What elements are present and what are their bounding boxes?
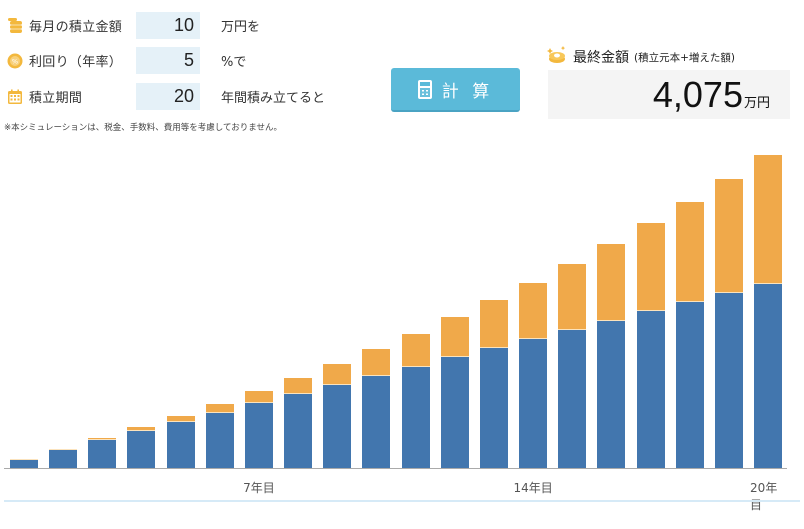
bar-gain-segment: [362, 348, 391, 376]
rate-input[interactable]: 5: [136, 47, 200, 74]
bar-principal-segment: [127, 431, 156, 468]
bar-gain-segment: [10, 458, 38, 460]
bar-year-4: [127, 427, 156, 468]
bar-year-12: [440, 317, 469, 468]
calculate-button[interactable]: 計 算: [391, 68, 520, 112]
bar-principal-segment: [49, 449, 78, 468]
bar-gain-segment: [754, 155, 783, 284]
bar-principal-segment: [479, 348, 508, 468]
bar-year-14: [519, 282, 548, 468]
bar-gain-segment: [49, 448, 78, 450]
bar-gain-segment: [440, 317, 469, 358]
x-tick-label: 14年目: [513, 481, 553, 495]
bar-year-10: [362, 348, 391, 468]
monthly-label: 毎月の積立金額: [29, 20, 123, 35]
bar-principal-segment: [597, 320, 626, 468]
bar-gain-segment: [597, 244, 626, 321]
bar-gain-segment: [166, 415, 195, 422]
bar-gain-segment: [675, 201, 704, 303]
monthly-input[interactable]: 10: [136, 12, 200, 39]
bar-gain-segment: [205, 403, 234, 413]
x-tick-label: 7年目: [243, 481, 275, 495]
bar-year-19: [714, 178, 743, 468]
coin-sparkle-icon: [547, 46, 567, 68]
bar-principal-segment: [166, 421, 195, 468]
x-axis-line: [4, 468, 787, 469]
bar-principal-segment: [88, 440, 117, 468]
bar-year-6: [205, 403, 234, 468]
x-tick-label: 20年目: [750, 481, 778, 512]
calculator-icon: [417, 79, 432, 99]
bar-year-7: [244, 390, 273, 468]
calendar-icon: [6, 88, 23, 105]
rate-unit: %で: [221, 55, 247, 70]
bar-gain-segment: [323, 363, 352, 386]
bar-year-17: [636, 223, 665, 468]
rate-label: 利回り（年率）: [29, 55, 123, 70]
monthly-row: 毎月の積立金額: [6, 12, 153, 39]
bar-gain-segment: [519, 282, 548, 339]
monthly-unit: 万円を: [221, 20, 261, 35]
bar-principal-segment: [401, 366, 430, 468]
bar-gain-segment: [88, 438, 117, 441]
bar-principal-segment: [558, 329, 587, 468]
bar-year-18: [675, 201, 704, 468]
bar-principal-segment: [244, 403, 273, 468]
bar-principal-segment: [714, 292, 743, 468]
percent-icon: %: [6, 52, 23, 69]
bar-gain-segment: [558, 263, 587, 330]
result-header: 最終金額 (積立元本+増えた額): [547, 46, 735, 68]
result-value: 4,075: [652, 74, 743, 115]
chart-bottom-divider: [4, 500, 800, 502]
bar-year-1: [10, 458, 38, 469]
bar-principal-segment: [323, 385, 352, 468]
result-subtitle: (積立元本+増えた額): [634, 51, 735, 64]
bar-principal-segment: [362, 375, 391, 468]
rate-row: % 利回り（年率）: [6, 47, 153, 74]
bar-gain-segment: [244, 390, 273, 404]
bar-year-9: [323, 363, 352, 468]
bar-principal-segment: [636, 311, 665, 468]
bar-principal-segment: [284, 394, 313, 468]
bar-gain-segment: [636, 223, 665, 312]
bar-principal-segment: [440, 357, 469, 468]
bar-year-2: [49, 448, 78, 468]
bar-principal-segment: [519, 338, 548, 468]
calculate-button-label: 計 算: [441, 81, 494, 102]
result-title: 最終金額: [573, 50, 629, 66]
period-unit: 年間積み立てると: [221, 91, 326, 106]
bar-gain-segment: [127, 427, 156, 432]
disclaimer-note: ※本シミュレーションは、税金、手数料、費用等を考慮しておりません。: [4, 123, 283, 133]
svg-text:%: %: [11, 57, 17, 65]
bar-year-13: [479, 300, 508, 468]
bar-gain-segment: [284, 377, 313, 395]
bar-gain-segment: [714, 178, 743, 293]
bar-principal-segment: [675, 302, 704, 468]
period-input[interactable]: 20: [136, 83, 200, 110]
result-box: 4,075 万円: [548, 70, 790, 119]
bar-year-8: [284, 377, 313, 468]
bar-year-20: [754, 155, 783, 468]
bar-year-11: [401, 333, 430, 468]
bar-gain-segment: [479, 300, 508, 349]
bar-year-5: [166, 415, 195, 468]
period-row: 積立期間: [6, 83, 153, 110]
bar-principal-segment: [205, 412, 234, 468]
coins-icon: [6, 17, 23, 34]
bar-year-16: [597, 244, 626, 468]
period-label: 積立期間: [29, 91, 83, 106]
bar-principal-segment: [10, 459, 38, 469]
bar-gain-segment: [401, 333, 430, 367]
result-unit: 万円: [743, 96, 770, 111]
bar-year-3: [88, 438, 117, 468]
bar-year-15: [558, 263, 587, 468]
bar-principal-segment: [754, 283, 783, 468]
